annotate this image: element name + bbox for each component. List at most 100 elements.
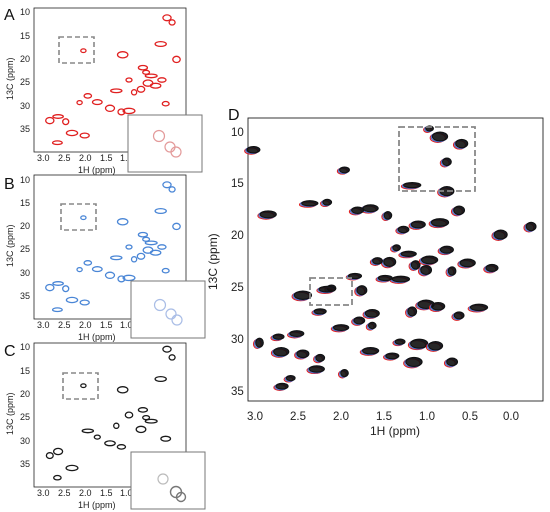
peak-mark xyxy=(104,440,116,447)
y-tick-label: 20 xyxy=(20,221,30,231)
peak-mark xyxy=(136,85,146,93)
panel-letter-a: A xyxy=(4,7,15,24)
peak-mark xyxy=(446,357,459,367)
peak-mark xyxy=(259,210,277,219)
peak-mark xyxy=(400,250,417,257)
peak-mark xyxy=(130,89,138,96)
y-tick-label: 30 xyxy=(20,268,30,278)
peak-mark xyxy=(149,82,162,89)
peak-mark xyxy=(162,345,172,353)
x-axis-label: 1H (ppm) xyxy=(370,424,420,438)
peak-mark xyxy=(137,231,149,238)
peak-mark xyxy=(410,220,426,229)
y-tick-label: 15 xyxy=(231,178,244,190)
y-tick-label: 10 xyxy=(20,175,30,185)
panel-c: 3.0 2.5 2.0 1.5 1.0 10 15 20 25 30 35 1H… xyxy=(5,342,206,510)
panel-letter-b: B xyxy=(4,176,15,193)
zoom-box xyxy=(60,203,97,231)
x-axis-label: 1H (ppm) xyxy=(78,332,116,342)
y-tick-label: 25 xyxy=(20,244,30,254)
peak-mark xyxy=(125,244,133,250)
y-axis-label: 13C (ppm) xyxy=(5,57,15,100)
peak-mark xyxy=(130,256,138,263)
x-tick-label: 0.0 xyxy=(503,411,519,423)
peak-mark xyxy=(391,275,411,283)
y-axis-label: 13C (ppm) xyxy=(206,233,220,290)
peak-mark xyxy=(315,353,326,362)
peak-mark xyxy=(137,64,149,71)
peak-mark xyxy=(431,131,449,142)
peak-mark xyxy=(76,266,83,273)
peak-mark xyxy=(407,306,418,317)
peak-mark xyxy=(161,267,170,274)
peak-mark xyxy=(455,138,469,149)
x-tick-label: 2.5 xyxy=(58,320,71,330)
panel-letter-c: C xyxy=(4,343,16,360)
y-tick-label: 25 xyxy=(20,412,30,422)
x-axis-label: 1H (ppm) xyxy=(78,165,116,175)
peak-mark xyxy=(162,181,172,189)
peak-mark xyxy=(161,100,170,107)
peak-mark xyxy=(65,464,79,472)
peak-mark xyxy=(80,48,87,54)
peak-mark xyxy=(144,418,158,424)
peak-mark xyxy=(76,99,83,106)
peak-mark xyxy=(364,309,380,318)
peak-mark xyxy=(149,249,162,256)
y-tick-label: 15 xyxy=(20,366,30,376)
peak-mark xyxy=(65,296,79,304)
peak-mark xyxy=(83,93,93,99)
peak-mark xyxy=(441,157,452,167)
peak-mark xyxy=(385,352,400,360)
inset-peak xyxy=(170,146,182,158)
inset-peaks xyxy=(157,473,187,503)
peak-mark xyxy=(431,301,446,311)
peak-mark xyxy=(117,108,126,116)
peak-mark xyxy=(405,356,423,367)
y-tick-label: 10 xyxy=(20,7,30,17)
inset-peaks xyxy=(152,129,182,158)
peak-mark xyxy=(110,88,123,94)
x-tick-label: 2.0 xyxy=(79,488,92,498)
x-tick-label: 1.5 xyxy=(100,320,113,330)
peak-mark xyxy=(80,383,87,389)
y-tick-label: 30 xyxy=(231,334,244,346)
x-tick-label: 1.5 xyxy=(100,153,113,163)
x-tick-label: 1.0 xyxy=(120,320,133,330)
peak-mark xyxy=(420,264,433,276)
peak-mark xyxy=(289,330,305,338)
peak-mark xyxy=(160,435,172,442)
peak-mark xyxy=(104,104,116,113)
peak-mark xyxy=(340,369,349,378)
peak-mark xyxy=(308,365,325,373)
x-axis-label: 1H (ppm) xyxy=(78,500,116,510)
peak-mark xyxy=(439,245,454,254)
peak-mark xyxy=(403,181,422,189)
zoom-box xyxy=(309,277,353,306)
inset-peak xyxy=(165,308,177,320)
y-ticks: 10 15 20 25 30 35 xyxy=(20,175,30,301)
peak-mark xyxy=(485,263,499,272)
peak-mark xyxy=(273,347,290,357)
peak-mark xyxy=(154,375,167,383)
peak-mark xyxy=(447,266,457,276)
x-tick-label: 1.0 xyxy=(419,411,435,423)
peak-mark xyxy=(493,229,508,240)
peak-mark xyxy=(301,200,319,207)
peak-mark xyxy=(430,218,450,227)
peak-mark xyxy=(428,341,444,351)
peak-mark xyxy=(361,347,380,355)
peak-mark xyxy=(79,299,90,306)
peak-mark xyxy=(116,386,129,394)
y-tick-label: 20 xyxy=(231,230,244,242)
x-tick-label: 2.5 xyxy=(58,153,71,163)
peak-layer xyxy=(45,14,181,146)
peak-mark xyxy=(110,255,123,261)
inset-peak xyxy=(157,473,169,485)
x-tick-label: 2.5 xyxy=(290,411,306,423)
y-tick-label: 10 xyxy=(231,127,244,139)
peak-mark xyxy=(453,311,465,320)
x-tick-label: 1.5 xyxy=(376,411,392,423)
peak-mark xyxy=(469,303,489,312)
